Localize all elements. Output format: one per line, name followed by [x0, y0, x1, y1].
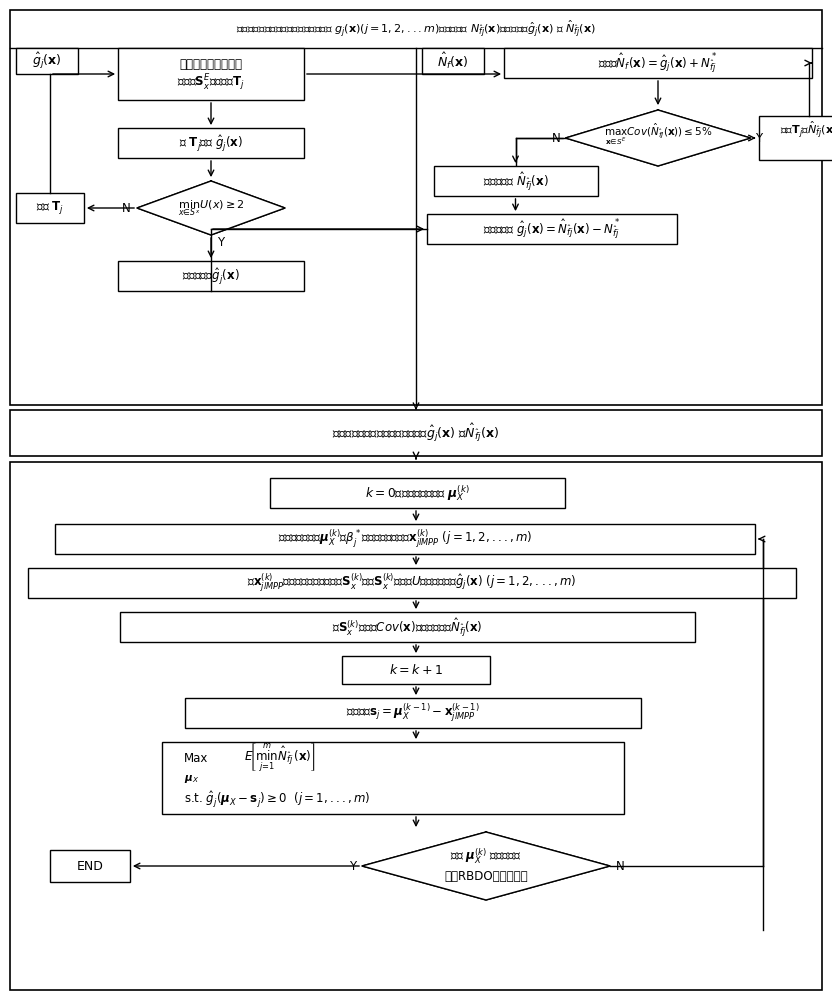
Text: 由 $\mathbf{T}_j$构建 $\hat{g}_j(\mathbf{x})$: 由 $\mathbf{T}_j$构建 $\hat{g}_j(\mathbf{x}…	[179, 133, 243, 153]
Bar	[759, 116, 832, 160]
Bar	[422, 48, 484, 74]
Bar	[16, 48, 78, 74]
Text: Y: Y	[349, 859, 356, 872]
Text: 更新$\mathbf{T}_j$和$\hat{N}_{\hat{f}j}(\mathbf{x})$: 更新$\mathbf{T}_j$和$\hat{N}_{\hat{f}j}(\ma…	[780, 120, 832, 140]
Text: 初始化$\hat{N}_f(\mathbf{x})=\hat{g}_j(\mathbf{x})+N^*_{\hat{f}j}$: 初始化$\hat{N}_f(\mathbf{x})=\hat{g}_j(\mat…	[598, 50, 718, 76]
Text: 转移向量$\mathbf{s}_j=\boldsymbol{\mu}_X^{(k-1)}-\mathbf{x}_{jlMPP}^{(k-1)}$: 转移向量$\mathbf{s}_j=\boldsymbol{\mu}_X^{(k…	[346, 702, 480, 724]
Text: N: N	[616, 859, 625, 872]
Text: $k=0$，初始化设计参数 $\boldsymbol{\mu}_X^{(k)}$: $k=0$，初始化设计参数 $\boldsymbol{\mu}_X^{(k)}$	[365, 483, 470, 503]
Text: N: N	[122, 202, 131, 215]
Bar	[28, 568, 796, 598]
Text: 序列优化求解并在优化参数处更新$\hat{g}_j(\mathbf{x})$ 和$\hat{N}_{\hat{f}j}(\mathbf{x})$: 序列优化求解并在优化参数处更新$\hat{g}_j(\mathbf{x})$ 和…	[333, 422, 499, 444]
Text: 以$\mathbf{x}_{jlMPP}^{(k)}$为中心抽取局部样本池$\mathbf{S}_x^{(k)}$，在$\mathbf{S}_x^{(k)}$中: 以$\mathbf{x}_{jlMPP}^{(k)}$为中心抽取局部样本池$\m…	[247, 572, 577, 594]
Text: $\max_{\mathbf{x}\in S^E}Cov(\hat{N}_{\hat{f}j}(\mathbf{x}))\leq 5\%$: $\max_{\mathbf{x}\in S^E}Cov(\hat{N}_{\h…	[604, 121, 712, 147]
Text: END: END	[77, 859, 103, 872]
Text: Y: Y	[217, 236, 224, 249]
Bar	[118, 128, 304, 158]
Polygon shape	[137, 181, 285, 235]
Bar	[120, 612, 695, 642]
Text: 输出收敛的 $\hat{N}_{\hat{f}j}(\mathbf{x})$: 输出收敛的 $\hat{N}_{\hat{f}j}(\mathbf{x})$	[483, 170, 548, 192]
Text: 输出收敛的 $\hat{g}_j(\mathbf{x})=\hat{N}_{\hat{f}j}(\mathbf{x})-N^*_{\hat{f}j}$: 输出收敛的 $\hat{g}_j(\mathbf{x})=\hat{N}_{\h…	[483, 216, 621, 242]
Polygon shape	[566, 110, 750, 166]
Bar	[185, 698, 641, 728]
Text: $E\!\left[\min_{j=1}^{m}\hat{N}_{\hat{f}j}(\mathbf{x})\right]$: $E\!\left[\min_{j=1}^{m}\hat{N}_{\hat{f}…	[244, 742, 315, 774]
Bar	[55, 524, 755, 554]
Text: 在$\mathbf{S}_x^{(k)}$中利用$Cov(\mathbf{x})$函数更新当前$\hat{N}_{\hat{f}j}(\mathbf{x})$: 在$\mathbf{S}_x^{(k)}$中利用$Cov(\mathbf{x})…	[332, 616, 483, 638]
Text: 判别 $\boldsymbol{\mu}_X^{(k)}$ 的可行性？: 判别 $\boldsymbol{\mu}_X^{(k)}$ 的可行性？	[450, 846, 522, 866]
Bar	[16, 193, 84, 223]
Text: 更新 $\mathbf{T}_j$: 更新 $\mathbf{T}_j$	[36, 200, 64, 217]
Text: 输出收敛的$\hat{g}_j(\mathbf{x})$: 输出收敛的$\hat{g}_j(\mathbf{x})$	[182, 266, 240, 286]
Text: $\hat{N}_f(\mathbf{x})$: $\hat{N}_f(\mathbf{x})$	[437, 51, 468, 71]
Text: $\hat{g}_j(\mathbf{x})$: $\hat{g}_j(\mathbf{x})$	[32, 51, 62, 71]
Text: 样本池$\mathbf{S}_x^E$和训练集$\mathbf{T}_j$: 样本池$\mathbf{S}_x^E$和训练集$\mathbf{T}_j$	[177, 73, 245, 93]
Text: 可靠性评估求得$\boldsymbol{\mu}_X^{(k)}$和$\beta_j^*$下各模式逆设计点$\mathbf{x}_{jlMPP}^{(k)}$ : 可靠性评估求得$\boldsymbol{\mu}_X^{(k)}$和$\beta…	[278, 528, 532, 550]
Bar	[118, 48, 304, 100]
Bar	[342, 656, 490, 684]
Bar	[10, 10, 822, 405]
Bar	[270, 478, 565, 508]
Text: N: N	[552, 131, 561, 144]
Bar	[162, 742, 624, 814]
Bar	[10, 410, 822, 456]
Text: Y: Y	[755, 131, 763, 144]
Text: $\boldsymbol{\mu}_X$: $\boldsymbol{\mu}_X$	[184, 773, 199, 785]
Bar	[504, 48, 812, 78]
Bar	[433, 166, 597, 196]
Text: $k=k+1$: $k=k+1$	[389, 663, 443, 677]
Text: s.t. $\hat{g}_j(\boldsymbol{\mu}_X-\mathbf{s}_j)\geq 0$  $(j=1,...,m)$: s.t. $\hat{g}_j(\boldsymbol{\mu}_X-\math…	[184, 789, 370, 809]
Text: $\min_{x\in S^x}U(x)\geq 2$: $\min_{x\in S^x}U(x)\geq 2$	[177, 198, 245, 218]
Text: 判别RBDO的收敛性？: 判别RBDO的收敛性？	[444, 869, 527, 882]
Bar	[10, 462, 822, 990]
Text: 在扩展空间中构建寿命可靠性约束函数 $g_j(\mathbf{x})(j=1,2,...m)$和目标函数 $N_{\hat{f}j}(\mathbf{x})$的: 在扩展空间中构建寿命可靠性约束函数 $g_j(\mathbf{x})(j=1,2…	[236, 19, 596, 39]
Bar	[427, 214, 677, 244]
Bar	[118, 261, 304, 291]
Text: Max: Max	[184, 752, 208, 764]
Text: 扩展空间中抽取备选: 扩展空间中抽取备选	[180, 58, 242, 72]
Polygon shape	[362, 832, 610, 900]
Bar	[50, 850, 130, 882]
